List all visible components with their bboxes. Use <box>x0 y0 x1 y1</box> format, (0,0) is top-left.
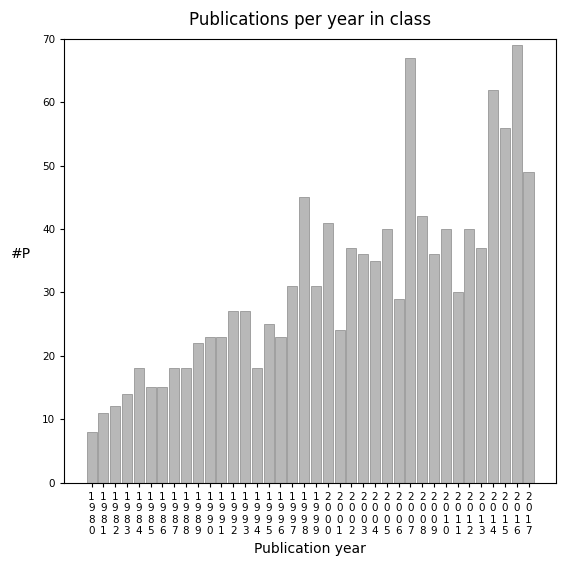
Bar <box>181 369 191 483</box>
Bar <box>335 331 345 483</box>
Bar <box>205 337 215 483</box>
Bar <box>405 58 416 483</box>
Bar <box>276 337 286 483</box>
Bar <box>87 432 96 483</box>
Bar <box>110 407 120 483</box>
Bar <box>464 229 475 483</box>
Bar <box>311 286 321 483</box>
Bar <box>511 45 522 483</box>
Bar <box>193 343 203 483</box>
Title: Publications per year in class: Publications per year in class <box>189 11 431 29</box>
Bar <box>358 255 368 483</box>
Bar <box>500 128 510 483</box>
Bar <box>393 299 404 483</box>
Bar <box>429 255 439 483</box>
Bar <box>417 217 428 483</box>
Bar <box>240 311 250 483</box>
Bar <box>323 223 333 483</box>
Bar <box>488 90 498 483</box>
Bar <box>370 261 380 483</box>
Bar <box>169 369 179 483</box>
Bar <box>346 248 357 483</box>
Bar <box>476 248 486 483</box>
X-axis label: Publication year: Publication year <box>254 542 366 556</box>
Bar <box>523 172 534 483</box>
Bar <box>134 369 144 483</box>
Bar <box>229 311 238 483</box>
Bar <box>264 324 274 483</box>
Bar <box>146 387 155 483</box>
Bar <box>98 413 108 483</box>
Bar <box>382 229 392 483</box>
Bar <box>252 369 262 483</box>
Bar <box>299 197 309 483</box>
Bar <box>287 286 297 483</box>
Bar <box>158 387 167 483</box>
Bar <box>217 337 226 483</box>
Bar <box>441 229 451 483</box>
Bar <box>122 394 132 483</box>
Bar <box>452 293 463 483</box>
Y-axis label: #P: #P <box>11 247 31 261</box>
